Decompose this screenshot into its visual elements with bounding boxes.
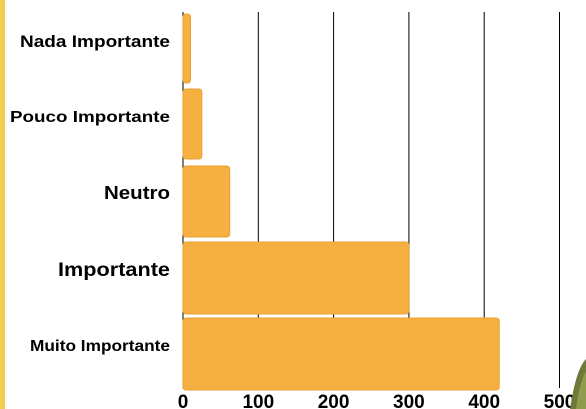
category-label: Nada Importante	[20, 32, 170, 51]
bar-pouco-importante	[182, 88, 203, 160]
category-label: Pouco Importante	[10, 109, 170, 126]
category-label: Importante	[58, 260, 170, 281]
x-tick-label: 100	[242, 392, 274, 409]
x-tick-label: 400	[468, 392, 500, 409]
x-tick-label: 500	[544, 392, 576, 409]
bar-neutro	[182, 165, 231, 238]
x-tick-labels: 0 100 200 300 400 500	[178, 392, 576, 409]
x-tick-label: 0	[178, 392, 189, 409]
bar-importante	[182, 241, 410, 315]
category-labels: Nada Importante Pouco Importante Neutro Imp…	[10, 32, 170, 355]
bars	[182, 13, 500, 391]
plant-decoration	[570, 359, 586, 409]
bar-nada-importante	[182, 13, 192, 84]
category-label: Neutro	[104, 183, 170, 203]
x-tick-label: 200	[318, 392, 350, 409]
bar-muito-importante	[182, 317, 500, 391]
left-accent-strip	[0, 0, 5, 409]
x-tick-label: 300	[393, 392, 425, 409]
category-label: Muito Importante	[30, 338, 170, 355]
